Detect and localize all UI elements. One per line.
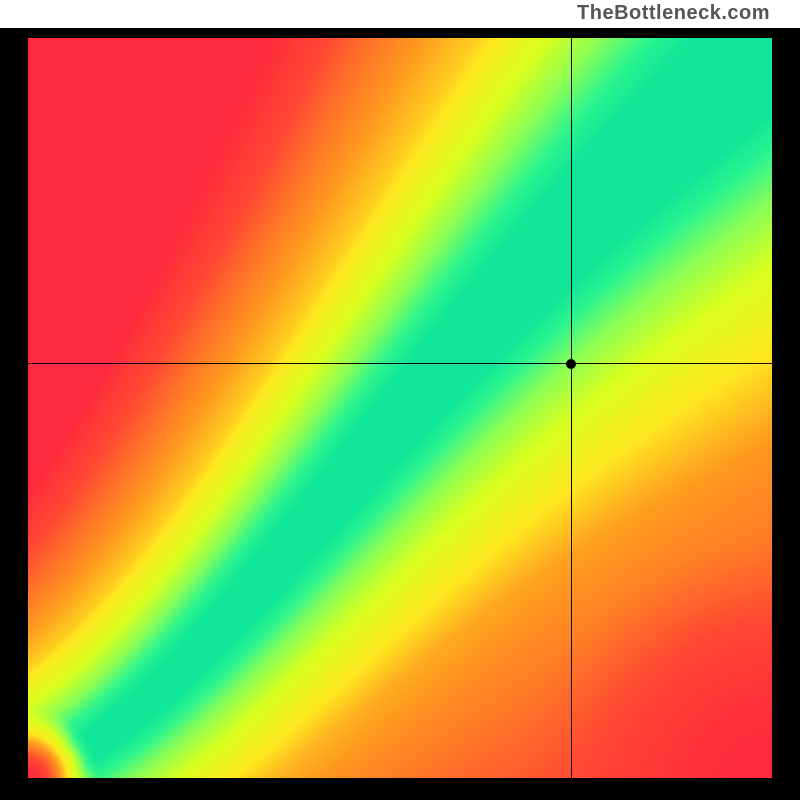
crosshair-horizontal (28, 363, 772, 364)
crosshair-vertical (571, 38, 572, 778)
chart-outer-frame (0, 28, 800, 800)
heatmap-canvas (28, 38, 772, 778)
watermark-text: TheBottleneck.com (577, 2, 770, 25)
crosshair-marker (566, 359, 576, 369)
